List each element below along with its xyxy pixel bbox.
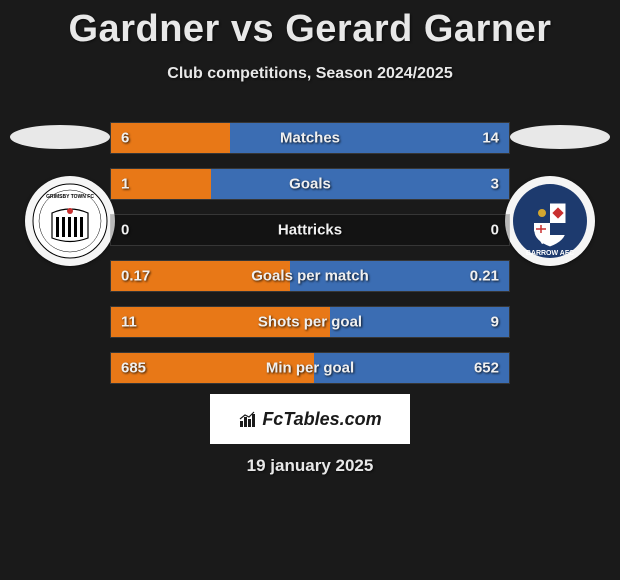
stat-value-right: 9 [491,314,499,331]
stat-value-left: 11 [121,314,137,331]
stat-value-right: 3 [491,176,499,193]
club-badge-right: BARROW AFC [505,176,595,266]
stat-bar-right [230,123,509,153]
fctables-logo-icon [238,409,258,429]
stat-bar-right [211,169,510,199]
fctables-brand: FcTables.com [210,394,410,444]
stat-row: Min per goal 685 652 [110,352,510,384]
stat-label: Goals [289,176,331,193]
club-badge-left: GRIMSBY TOWN FC [25,176,115,266]
stat-value-left: 685 [121,360,146,377]
grimsby-badge-icon: GRIMSBY TOWN FC [32,183,108,259]
stat-value-right: 0 [491,222,499,239]
stat-value-right: 0.21 [470,268,499,285]
stat-value-left: 1 [121,176,129,193]
stat-label: Hattricks [278,222,342,239]
fctables-text: FcTables.com [262,409,381,430]
stat-row: Shots per goal 11 9 [110,306,510,338]
stat-value-left: 6 [121,130,129,147]
stat-value-right: 14 [482,130,499,147]
stat-label: Matches [280,130,340,147]
player-photo-right [510,125,610,149]
stat-label: Goals per match [251,268,369,285]
subtitle: Club competitions, Season 2024/2025 [0,65,620,83]
comparison-bars: Matches 6 14 Goals 1 3 Hattricks 0 0 Goals per ma… [110,122,510,398]
stat-value-left: 0 [121,222,129,239]
stat-row: Goals per match 0.17 0.21 [110,260,510,292]
svg-text:BARROW AFC: BARROW AFC [526,250,574,257]
date-text: 19 january 2025 [247,456,374,476]
barrow-badge-icon: BARROW AFC [512,183,588,259]
stat-value-left: 0.17 [121,268,150,285]
stat-row: Matches 6 14 [110,122,510,154]
stat-row: Hattricks 0 0 [110,214,510,246]
stat-row: Goals 1 3 [110,168,510,200]
svg-text:GRIMSBY TOWN FC: GRIMSBY TOWN FC [46,194,94,200]
stat-label: Min per goal [266,360,354,377]
player-photo-left [10,125,110,149]
stat-value-right: 652 [474,360,499,377]
page-title: Gardner vs Gerard Garner [0,0,620,51]
stat-label: Shots per goal [258,314,362,331]
